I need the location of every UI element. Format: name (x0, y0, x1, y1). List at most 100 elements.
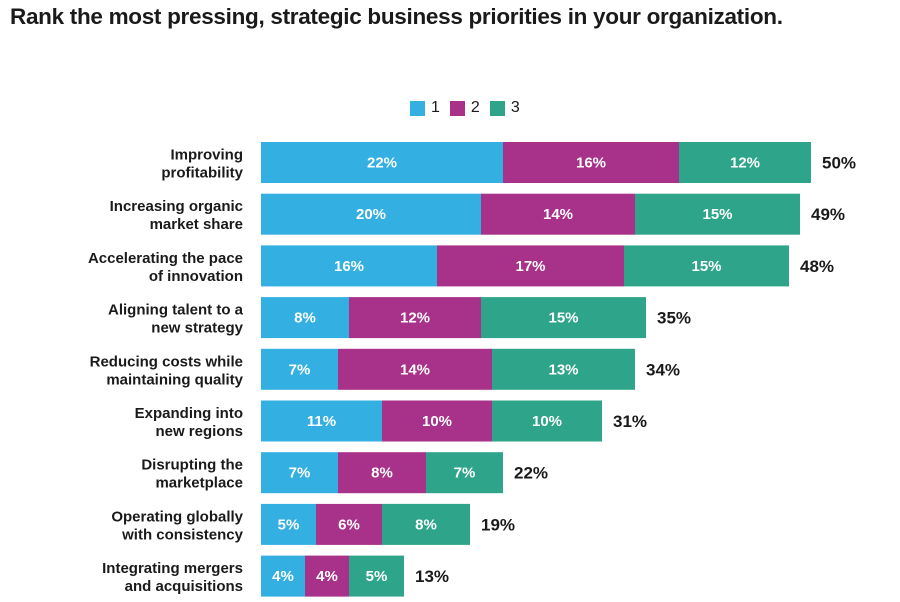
bar-segment-label: 13% (548, 361, 578, 378)
bar-segment-label: 7% (289, 361, 311, 378)
bar-segment-label: 8% (415, 516, 437, 533)
bar-segment-label: 16% (576, 155, 606, 172)
bar-segment-series-2 (316, 503, 382, 545)
bar-segment-label: 8% (294, 310, 316, 327)
bar-segment-label: 8% (371, 465, 393, 482)
category-label-line: marketplace (155, 475, 243, 492)
category-label-line: profitability (161, 165, 243, 182)
category-label-line: and acquisitions (125, 578, 243, 595)
bar-segment-series-3 (426, 452, 503, 494)
legend-item-3: 3 (489, 99, 520, 117)
bar-total-label: 13% (415, 567, 449, 586)
bar-total-label: 31% (613, 412, 647, 431)
category-label-line: of innovation (149, 268, 243, 285)
bar-segment-series-2 (305, 555, 349, 597)
category-label: Reducing costs while maintaining quality (90, 353, 244, 388)
category-label-line: new strategy (151, 320, 243, 337)
bar-segment-label: 15% (548, 310, 578, 327)
bar-segment-series-2 (338, 348, 492, 390)
bar-segment-series-1 (261, 297, 349, 339)
bar-segment-label: 15% (691, 258, 721, 275)
category-label-line: Integrating mergers (102, 560, 243, 577)
bar-segment-series-3 (382, 503, 470, 545)
bar-segment-series-1 (261, 555, 305, 597)
category-label-line: with consistency (121, 526, 244, 543)
legend-item-1: 1 (410, 99, 440, 117)
bar-segment-series-3 (492, 400, 602, 442)
bar-segment-label: 10% (532, 413, 562, 430)
category-label: Increasing organic market share (110, 198, 243, 233)
bar-total-label: 49% (811, 205, 845, 224)
category-label-line: Expanding into (135, 405, 243, 422)
bar-segment-label: 5% (278, 516, 300, 533)
bar-segment-label: 16% (334, 258, 364, 275)
bar-total-label: 50% (822, 154, 856, 173)
bar-segment-series-3 (492, 348, 635, 390)
category-label: Accelerating the pace of innovation (88, 250, 243, 285)
bar-segment-series-2 (437, 245, 624, 287)
category-label-line: Aligning talent to a (108, 302, 244, 319)
bar-segment-series-3 (624, 245, 789, 287)
bar-segment-series-3 (679, 142, 811, 183)
bar-segment-series-2 (338, 452, 426, 494)
bar-segment-series-1 (261, 503, 316, 545)
bar-segment-label: 10% (422, 413, 452, 430)
bar-segment-label: 15% (702, 206, 732, 223)
chart-title: Rank the most pressing, strategic busine… (10, 4, 783, 29)
legend-label-2: 2 (470, 99, 480, 116)
chart-legend: 1 2 3 (410, 98, 520, 118)
category-label-line: maintaining quality (106, 371, 243, 388)
category-label-line: Operating globally (111, 508, 243, 525)
category-label-line: Accelerating the pace (88, 250, 243, 267)
legend-swatch-1 (410, 100, 425, 116)
bar-segment-series-3 (635, 193, 800, 235)
bar-segment-label: 4% (316, 568, 338, 585)
bar-segment-label: 14% (543, 206, 573, 223)
bar-segment-label: 22% (367, 155, 397, 172)
category-label-line: Disrupting the (141, 457, 243, 474)
bar-segment-label: 7% (289, 465, 311, 482)
bar-total-label: 48% (800, 257, 834, 276)
bar-segment-label: 5% (366, 568, 388, 585)
category-label: Expanding into new regions (135, 405, 243, 440)
legend-swatch-3 (489, 100, 505, 116)
bar-segment-series-1 (261, 142, 503, 183)
legend-label-3: 3 (510, 99, 520, 116)
bar-segment-label: 14% (400, 361, 430, 378)
category-label: Integrating mergers and acquisitions (102, 560, 243, 595)
bar-total-label: 35% (657, 309, 691, 328)
legend-item-2: 2 (449, 99, 480, 117)
category-label: Aligning talent to a new strategy (108, 302, 244, 337)
bar-total-label: 34% (646, 360, 680, 379)
bar-segment-series-2 (349, 297, 481, 339)
bar-segment-series-2 (382, 400, 492, 442)
bar-segment-series-2 (503, 142, 679, 183)
legend-label-1: 1 (431, 99, 440, 116)
bar-segment-series-3 (349, 555, 404, 597)
bar-segment-series-1 (261, 348, 338, 390)
bar-segment-label: 20% (356, 206, 386, 223)
bar-segment-series-2 (481, 193, 635, 235)
category-label-line: Improving (170, 147, 243, 164)
bar-segment-label: 7% (454, 465, 476, 482)
bar-segment-label: 17% (515, 258, 545, 275)
category-label: Improving profitability (161, 147, 243, 182)
bar-segment-label: 12% (730, 155, 760, 172)
bar-total-label: 19% (481, 515, 515, 534)
bar-segment-series-1 (261, 400, 382, 442)
bar-segment-series-1 (261, 452, 338, 494)
category-label: Disrupting the marketplace (141, 457, 243, 492)
bar-segment-series-3 (481, 297, 646, 339)
category-label: Operating globally with consistency (111, 508, 243, 543)
bar-segment-series-1 (261, 193, 481, 235)
category-label-line: new regions (155, 423, 243, 440)
bar-segment-label: 4% (272, 568, 294, 585)
bar-segment-label: 6% (338, 516, 360, 533)
bar-total-label: 22% (514, 464, 548, 483)
bar-segment-label: 11% (307, 413, 336, 430)
bar-segment-label: 12% (400, 310, 430, 327)
category-label-line: Increasing organic (110, 198, 243, 215)
category-label-line: Reducing costs while (90, 353, 243, 370)
legend-swatch-2 (449, 100, 465, 116)
